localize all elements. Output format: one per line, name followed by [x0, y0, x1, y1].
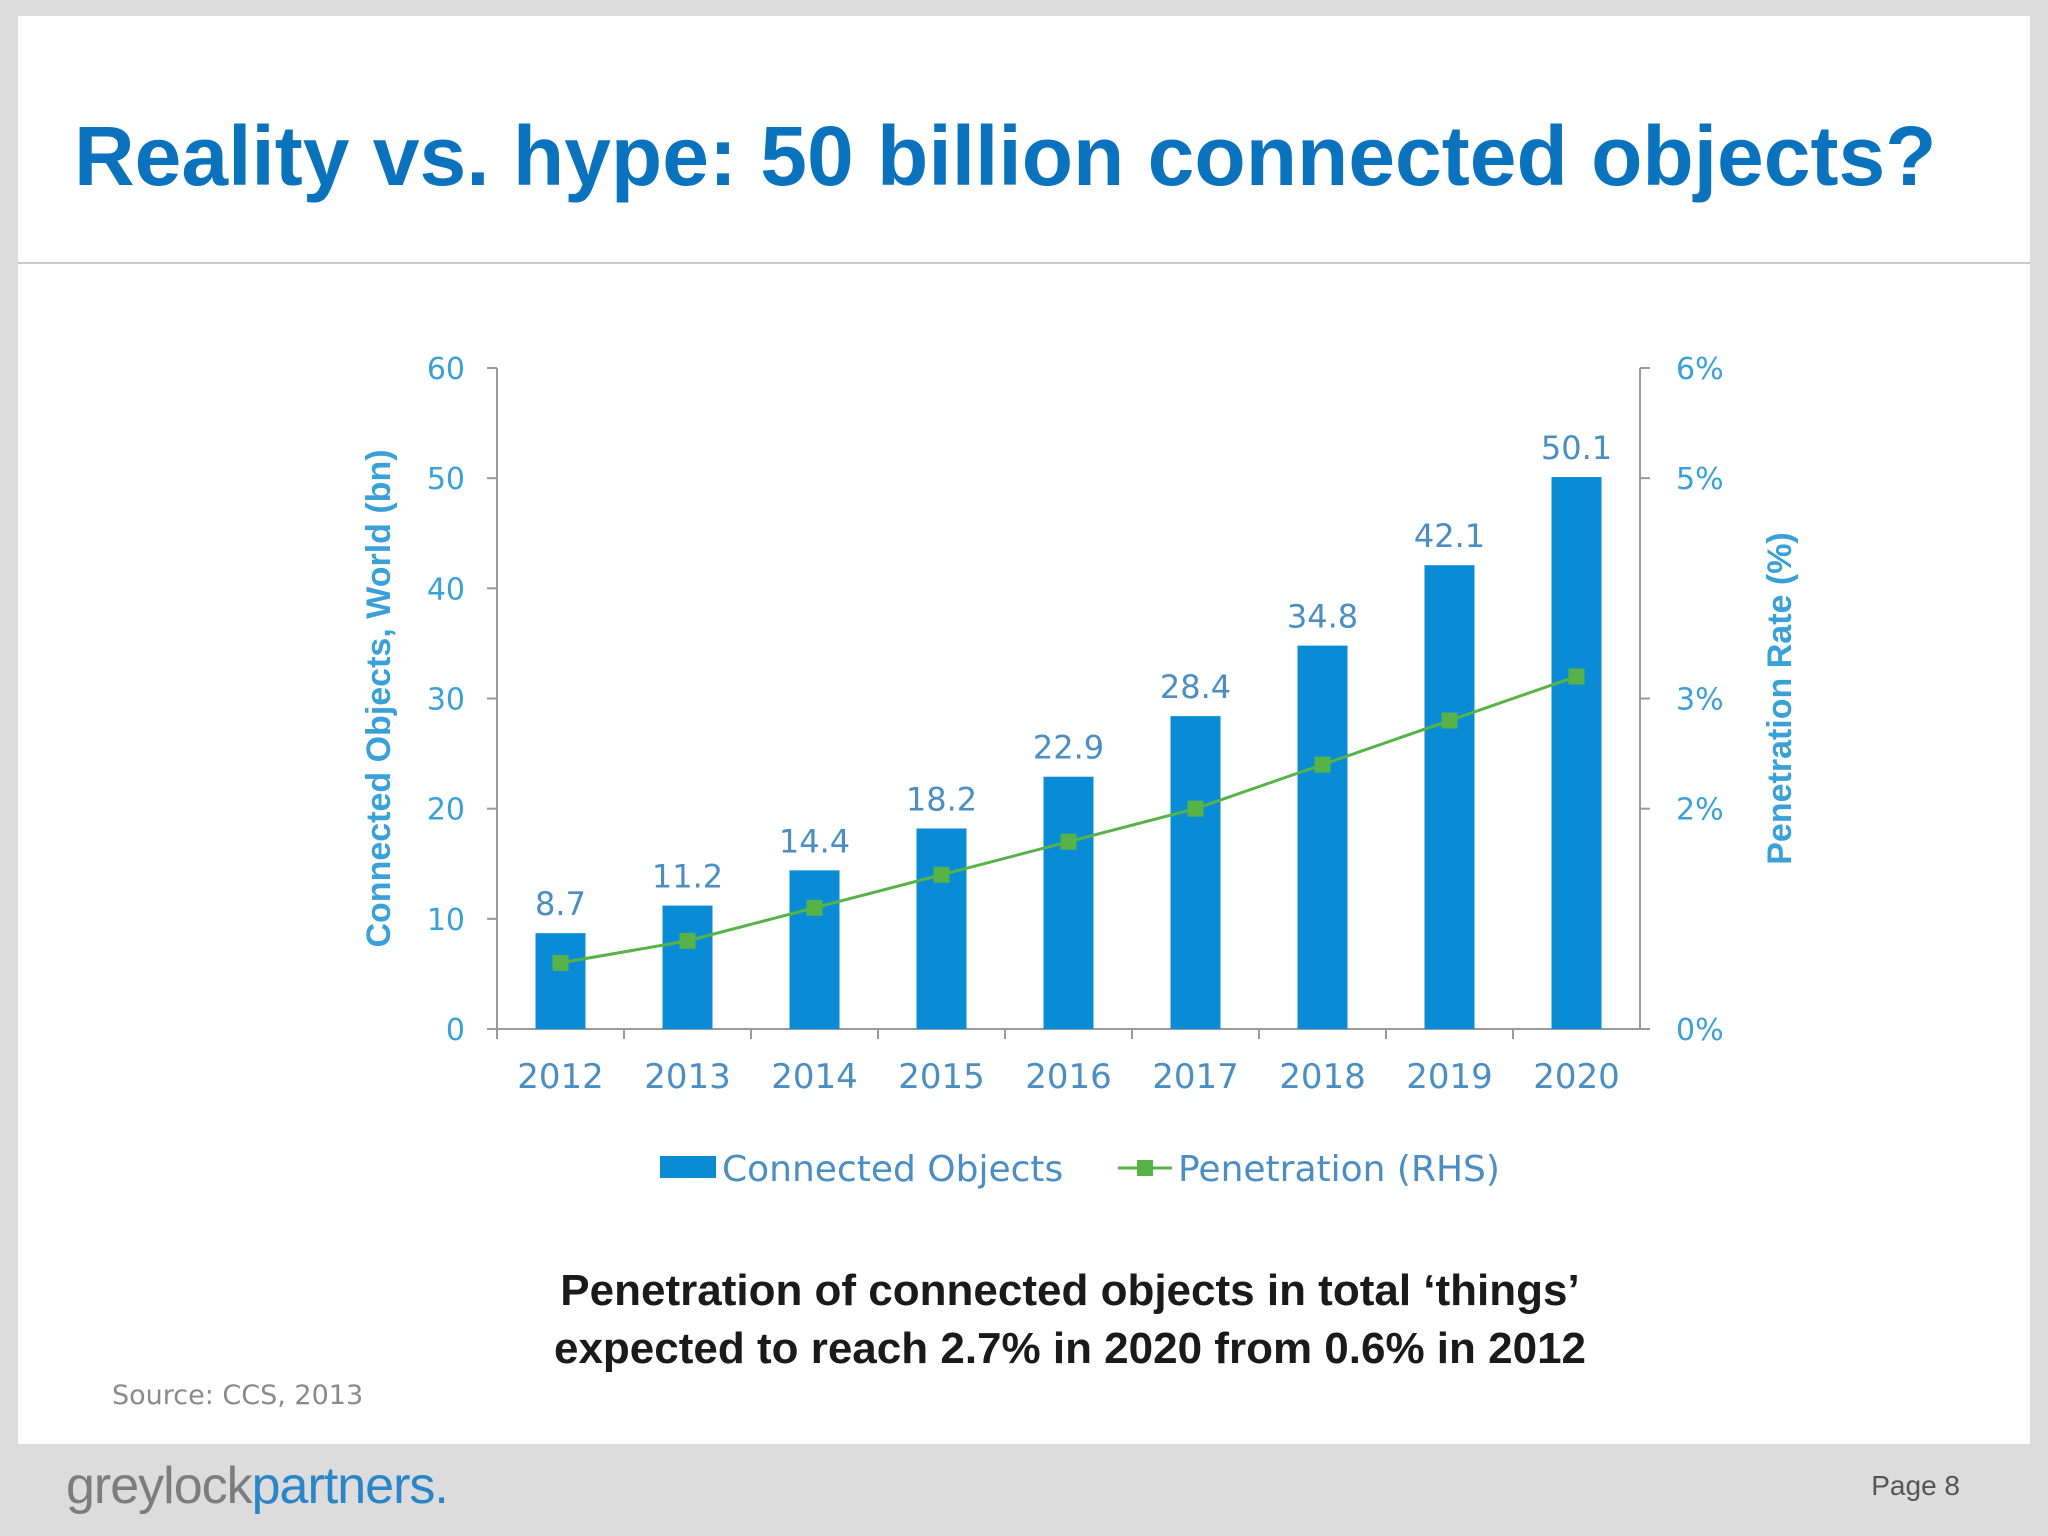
y2-tick-label: 2%: [1676, 793, 1724, 828]
legend-swatch-bars: [660, 1156, 716, 1178]
penetration-point: [933, 866, 950, 883]
penetration-point: [1187, 800, 1204, 817]
bar-data-label: 28.4: [1160, 668, 1231, 706]
chart-labels: 8.7 11.2 14.4 18.2 22.9 28.4 34.8 42.1 50.1: [535, 429, 1612, 923]
slide-title: Reality vs. hype: 50 billion connected o…: [74, 109, 1937, 203]
connected-objects-chart: 0 10 20 30 40 50 60 0% 2% 3% 5% 6% 2012 2013 2014 2015 2…: [360, 352, 1799, 1190]
chart-legend: Connected Objects Penetration (RHS): [660, 1149, 1500, 1190]
bar-data-label: 50.1: [1541, 429, 1612, 467]
caption-line-2: expected to reach 2.7% in 2020 from 0.6%…: [553, 1324, 1587, 1373]
bar-connected-objects: [1551, 477, 1602, 1029]
bar-data-label: 42.1: [1414, 517, 1485, 555]
bar-connected-objects: [916, 828, 967, 1029]
x-tick-label: 2013: [644, 1057, 731, 1097]
chart-caption: Penetration of connected objects in tota…: [430, 1262, 1710, 1378]
y-tick-label: 30: [427, 683, 465, 718]
y2-axis-title: Penetration Rate (%): [1761, 532, 1799, 865]
x-tick-label: 2015: [898, 1057, 985, 1097]
x-tick-label: 2016: [1025, 1057, 1112, 1097]
legend-label-connected-objects: Connected Objects: [722, 1149, 1063, 1190]
y2-tick-label: 0%: [1676, 1013, 1724, 1048]
bar-connected-objects: [662, 905, 713, 1029]
bar-connected-objects: [1170, 716, 1221, 1029]
penetration-point: [1568, 668, 1585, 685]
y-tick-label: 10: [427, 903, 465, 938]
slide: Reality vs. hype: 50 billion connected o…: [18, 16, 2030, 1444]
chart-bars: [535, 477, 1602, 1029]
y-axis-title: Connected Objects, World (bn): [360, 449, 398, 947]
bar-connected-objects: [1297, 645, 1348, 1029]
source-note: Source: CCS, 2013: [112, 1380, 364, 1411]
x-tick-label: 2020: [1533, 1057, 1620, 1097]
y-tick-label: 0: [446, 1013, 465, 1048]
y-tick-label: 50: [427, 462, 465, 497]
bar-data-label: 8.7: [535, 885, 586, 923]
bar-data-label: 11.2: [652, 858, 723, 896]
y-tick-label: 20: [427, 793, 465, 828]
penetration-point: [679, 932, 696, 949]
bar-connected-objects: [789, 870, 840, 1029]
logo-text-greylock: greylock: [66, 1457, 253, 1515]
bar-data-label: 34.8: [1287, 598, 1358, 636]
penetration-point: [1441, 712, 1458, 729]
chart-penetration-line: [552, 668, 1585, 971]
footer-bar: [0, 1444, 2048, 1536]
caption-line-1: Penetration of connected objects in tota…: [560, 1266, 1580, 1315]
y2-tick-label: 5%: [1676, 462, 1724, 497]
bar-connected-objects: [535, 933, 586, 1029]
bar-data-label: 22.9: [1033, 729, 1104, 767]
bar-connected-objects: [1043, 776, 1094, 1029]
legend-label-penetration: Penetration (RHS): [1178, 1149, 1500, 1190]
y-tick-label: 60: [427, 352, 465, 387]
x-tick-label: 2018: [1279, 1057, 1366, 1097]
x-tick-label: 2017: [1152, 1057, 1239, 1097]
bar-data-label: 18.2: [906, 780, 977, 818]
page-number: Page 8: [1871, 1470, 1960, 1501]
chart-axes: 0 10 20 30 40 50 60 0% 2% 3% 5% 6% 2012 2013 2014 2015 2…: [360, 352, 1799, 1097]
legend-swatch-marker: [1137, 1160, 1153, 1176]
bar-data-label: 14.4: [779, 822, 850, 860]
logo-text-partners: partners.: [251, 1457, 449, 1515]
penetration-point: [552, 954, 569, 971]
y-tick-label: 40: [427, 572, 465, 607]
penetration-point: [1060, 833, 1077, 850]
x-tick-label: 2012: [517, 1057, 604, 1097]
y2-tick-label: 6%: [1676, 352, 1724, 387]
penetration-point: [806, 899, 823, 916]
penetration-point: [1314, 756, 1331, 773]
y2-tick-label: 3%: [1676, 683, 1724, 718]
title-divider: [18, 262, 2030, 264]
bar-connected-objects: [1424, 565, 1475, 1029]
greylock-logo: greylockpartners.: [66, 1456, 449, 1516]
x-tick-label: 2019: [1406, 1057, 1493, 1097]
x-tick-label: 2014: [771, 1057, 858, 1097]
